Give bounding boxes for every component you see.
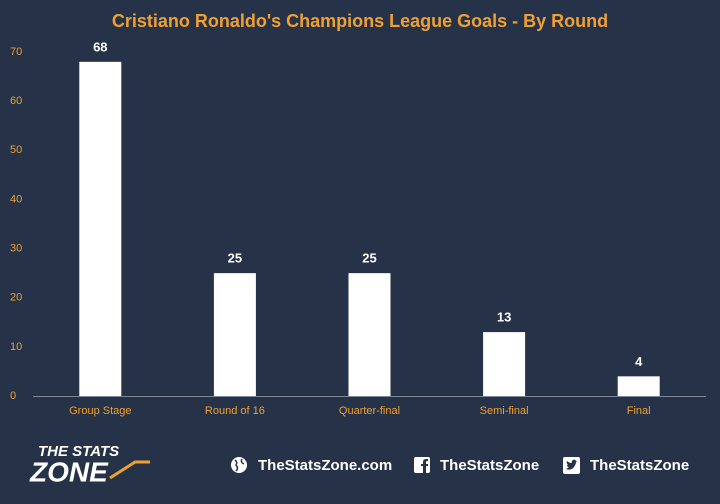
logo-bottom: ZONE	[29, 456, 109, 487]
facebook-link[interactable]: TheStatsZone	[440, 457, 539, 474]
twitter-link[interactable]: TheStatsZone	[590, 457, 689, 474]
bar	[213, 273, 256, 396]
y-tick-label: 10	[10, 341, 22, 353]
globe-icon	[231, 457, 247, 473]
facebook-icon	[414, 457, 430, 473]
logo: THE STATS ZONE	[29, 443, 150, 487]
bar	[79, 61, 122, 396]
value-label: 68	[93, 39, 107, 54]
x-tick-label: Final	[627, 405, 651, 417]
chart-title: Cristiano Ronaldo's Champions League Goa…	[112, 11, 608, 31]
bar	[348, 273, 391, 396]
website-link[interactable]: TheStatsZone.com	[258, 457, 392, 474]
y-tick-label: 50	[10, 144, 22, 156]
value-label: 13	[497, 310, 511, 325]
value-label: 4	[635, 354, 643, 369]
y-tick-label: 40	[10, 193, 22, 205]
logo-top: THE STATS	[38, 443, 119, 460]
y-tick-label: 30	[10, 242, 22, 254]
bar	[483, 332, 526, 396]
logo-swoosh	[109, 460, 150, 480]
x-tick-label: Semi-final	[480, 405, 529, 417]
y-tick-label: 20	[10, 292, 22, 304]
value-label: 25	[362, 251, 376, 266]
value-label: 25	[228, 251, 242, 266]
twitter-icon	[563, 457, 580, 474]
x-tick-label: Group Stage	[69, 405, 131, 417]
bar	[617, 376, 660, 396]
y-tick-label: 0	[10, 390, 16, 402]
x-tick-label: Quarter-final	[339, 405, 400, 417]
y-tick-label: 60	[10, 95, 22, 107]
y-tick-label: 70	[10, 46, 22, 58]
x-tick-label: Round of 16	[205, 405, 265, 417]
